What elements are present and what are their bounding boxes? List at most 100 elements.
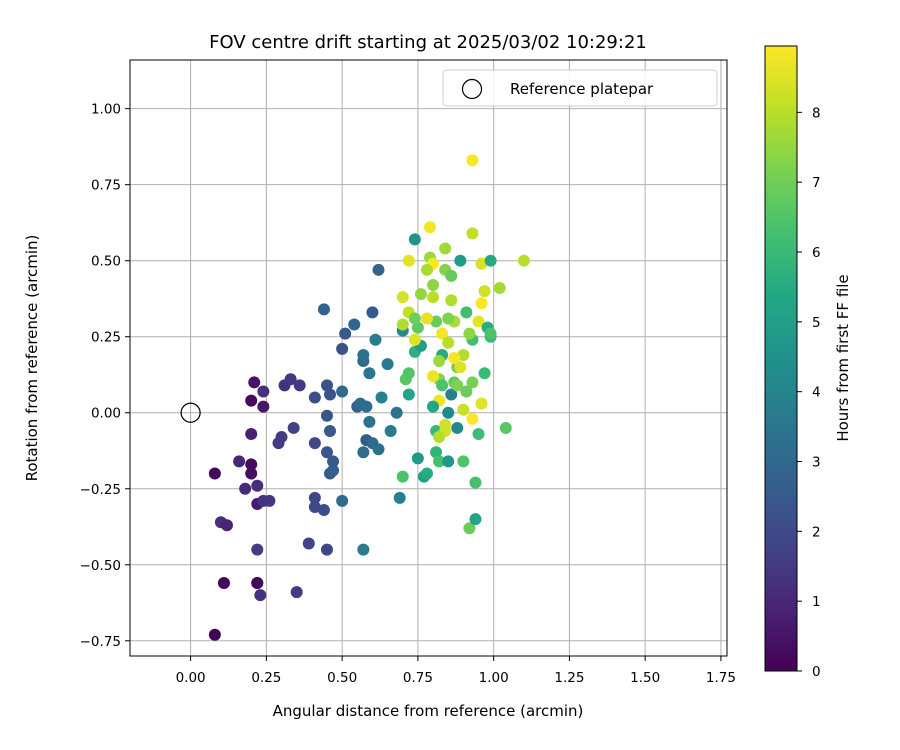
data-point: [451, 421, 464, 434]
data-point: [396, 318, 409, 331]
data-point: [411, 452, 424, 465]
data-point: [408, 333, 421, 346]
data-point: [324, 424, 337, 437]
data-point: [308, 501, 321, 513]
data-point: [427, 370, 440, 383]
x-tick-label: 1.25: [554, 670, 584, 686]
data-point: [478, 285, 491, 298]
plot-frame: [129, 59, 728, 657]
data-point: [408, 233, 421, 246]
data-point: [320, 543, 333, 556]
data-point: [327, 455, 340, 468]
data-point: [308, 491, 321, 504]
data-point: [402, 388, 415, 401]
data-point: [396, 470, 409, 483]
data-point: [454, 254, 467, 267]
data-point: [248, 376, 261, 389]
data-point: [233, 455, 246, 468]
data-point: [445, 294, 458, 307]
data-point: [466, 376, 479, 389]
data-point: [363, 415, 376, 428]
data-point: [478, 367, 491, 380]
data-point: [257, 385, 270, 398]
colorbar-tick-label: 5: [812, 315, 821, 331]
colorbar-tick-label: 1: [812, 594, 821, 610]
data-point: [469, 476, 482, 489]
colorbar-label: Hours from first FF file: [834, 274, 852, 441]
colorbar-tick-label: 0: [812, 664, 821, 680]
data-point: [420, 263, 433, 276]
data-point: [484, 254, 497, 267]
legend: Reference platepar: [442, 69, 718, 107]
x-tick-label: 0.00: [176, 670, 206, 686]
data-point: [393, 491, 406, 504]
y-tick-label: −0.50: [80, 558, 121, 574]
y-tick-label: 0.00: [91, 406, 121, 422]
x-tick-label: 0.50: [327, 670, 357, 686]
colorbar-ticks: 0 1 2 3 4 5 6 7 8: [797, 105, 821, 680]
data-point: [475, 297, 488, 310]
data-point: [427, 291, 440, 304]
data-point: [324, 388, 337, 401]
x-tick-label: 1.00: [479, 670, 509, 686]
data-point: [375, 391, 388, 404]
data-point: [257, 400, 270, 413]
data-point: [317, 303, 330, 316]
x-tick-label: 0.75: [403, 670, 433, 686]
data-point: [390, 406, 403, 419]
colorbar-tick-label: 3: [812, 455, 821, 471]
data-point: [348, 318, 361, 331]
reference-platepar-marker: [180, 402, 201, 423]
colorbar-gradient: [764, 45, 798, 672]
data-point: [290, 586, 303, 599]
data-point: [217, 577, 230, 590]
y-tick-label: 0.50: [91, 254, 121, 270]
data-point: [439, 242, 452, 255]
data-point: [475, 257, 488, 270]
data-point: [360, 400, 373, 413]
x-tick-label: 1.75: [706, 670, 736, 686]
legend-marker-reference: [461, 78, 483, 100]
data-point: [320, 379, 333, 392]
data-point: [408, 312, 421, 325]
data-point: [357, 543, 370, 556]
data-point: [245, 458, 258, 471]
data-point: [420, 467, 433, 480]
data-point: [251, 543, 264, 556]
data-point: [320, 446, 333, 459]
data-point: [402, 367, 415, 380]
x-axis-label: Angular distance from reference (arcmin): [273, 702, 584, 720]
data-point: [263, 494, 276, 507]
data-point: [239, 482, 252, 495]
data-point: [439, 418, 452, 431]
data-point: [457, 348, 470, 361]
data-point: [308, 437, 321, 450]
data-point: [442, 406, 455, 419]
data-point: [414, 288, 427, 301]
x-tick-label: 0.25: [251, 670, 281, 686]
data-point: [245, 428, 258, 441]
data-point: [372, 263, 385, 276]
data-point: [445, 388, 458, 401]
data-point: [469, 513, 482, 526]
data-point: [245, 394, 258, 407]
data-point: [327, 464, 340, 477]
colorbar-tick-label: 4: [812, 385, 821, 401]
data-point: [430, 315, 443, 328]
data-point: [357, 446, 370, 459]
data-point: [284, 373, 297, 386]
y-tick-label: −0.75: [80, 634, 121, 650]
data-point: [436, 327, 449, 340]
data-point: [339, 327, 352, 340]
y-tick-label: 0.75: [91, 178, 121, 194]
data-point: [433, 431, 446, 444]
data-point: [245, 467, 258, 480]
y-axis-label: Rotation from reference (arcmin): [23, 235, 41, 482]
data-point: [454, 361, 467, 374]
data-point: [208, 467, 221, 480]
data-point: [208, 628, 221, 641]
data-point: [427, 279, 440, 292]
data-point: [293, 379, 306, 392]
data-point: [254, 589, 267, 602]
legend-label-reference: Reference platepar: [510, 80, 654, 98]
